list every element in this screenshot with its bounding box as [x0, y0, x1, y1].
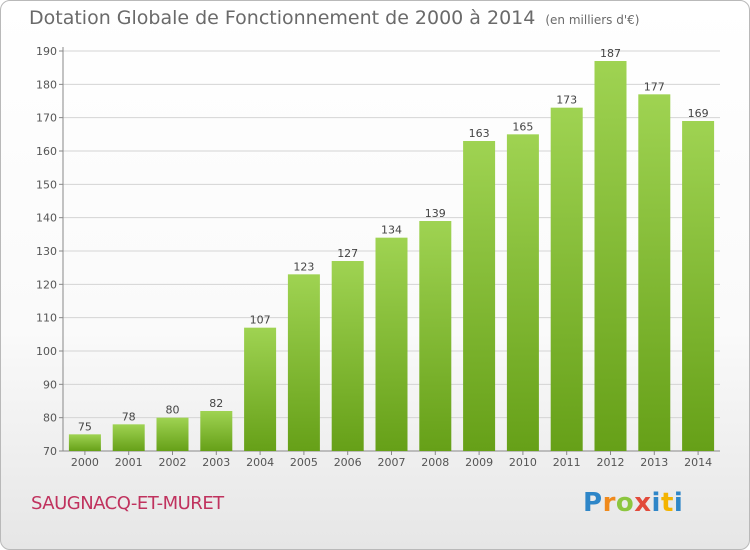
y-tick-label: 130: [36, 245, 57, 258]
bar: [200, 411, 233, 451]
commune-name: SAUGNACQ-ET-MURET: [31, 493, 224, 514]
x-tick-label: 2005: [290, 456, 318, 469]
data-label: 165: [512, 120, 533, 133]
chart-title-text: Dotation Globale de Fonctionnement de 20…: [29, 7, 536, 29]
data-label: 169: [688, 107, 709, 120]
bar: [594, 61, 627, 451]
bar: [68, 434, 101, 451]
y-tick-label: 70: [43, 445, 57, 458]
y-tick-label: 160: [36, 145, 57, 158]
chart-title: Dotation Globale de Fonctionnement de 20…: [29, 7, 639, 29]
logo-letter: i: [673, 488, 684, 518]
x-tick-label: 2002: [159, 456, 187, 469]
y-tick-label: 90: [43, 378, 57, 391]
data-label: 163: [469, 127, 490, 140]
logo-letter: x: [634, 488, 652, 518]
x-tick-label: 2009: [465, 456, 493, 469]
logo-letter: P: [583, 488, 603, 518]
bar: [550, 107, 583, 452]
y-tick-label: 180: [36, 78, 57, 91]
data-label: 78: [122, 410, 136, 423]
data-label: 80: [166, 404, 180, 417]
bar: [287, 274, 320, 451]
x-tick-label: 2012: [597, 456, 625, 469]
x-tick-label: 2014: [684, 456, 712, 469]
chart-subtitle: (en milliers d'€): [545, 13, 640, 27]
data-label: 139: [425, 207, 446, 220]
bar: [463, 141, 496, 451]
data-label: 107: [250, 314, 271, 327]
data-label: 123: [293, 260, 314, 273]
data-label: 187: [600, 47, 621, 60]
x-tick-label: 2013: [640, 456, 668, 469]
bar: [156, 417, 189, 451]
y-tick-label: 80: [43, 412, 57, 425]
bar: [419, 221, 452, 451]
data-label: 75: [78, 420, 92, 433]
data-label: 127: [337, 247, 358, 260]
proxiti-logo: Proxiti: [583, 488, 683, 518]
logo-letter: t: [660, 488, 674, 518]
y-tick-label: 100: [36, 345, 57, 358]
logo-letter: o: [615, 488, 635, 518]
y-tick-label: 150: [36, 178, 57, 191]
bar: [331, 261, 364, 451]
bar: [112, 424, 145, 451]
y-tick-label: 190: [36, 45, 57, 58]
bar: [506, 134, 539, 452]
data-label: 82: [209, 397, 223, 410]
x-tick-label: 2008: [421, 456, 449, 469]
x-tick-label: 2006: [334, 456, 362, 469]
bar: [638, 94, 671, 451]
y-tick-label: 170: [36, 112, 57, 125]
bar: [682, 121, 715, 451]
data-label: 177: [644, 80, 665, 93]
x-tick-label: 2001: [115, 456, 143, 469]
x-tick-label: 2004: [246, 456, 274, 469]
x-tick-label: 2010: [509, 456, 537, 469]
y-tick-label: 120: [36, 278, 57, 291]
bar: [375, 237, 408, 451]
x-tick-label: 2003: [202, 456, 230, 469]
y-tick-label: 140: [36, 212, 57, 225]
y-tick-label: 110: [36, 312, 57, 325]
x-tick-label: 2011: [553, 456, 581, 469]
logo-letter: r: [602, 488, 616, 518]
data-label: 173: [556, 94, 577, 107]
x-tick-label: 2007: [378, 456, 406, 469]
x-tick-label: 2000: [71, 456, 99, 469]
bar: [244, 327, 277, 451]
logo-letter: i: [651, 488, 661, 518]
data-label: 134: [381, 224, 402, 237]
